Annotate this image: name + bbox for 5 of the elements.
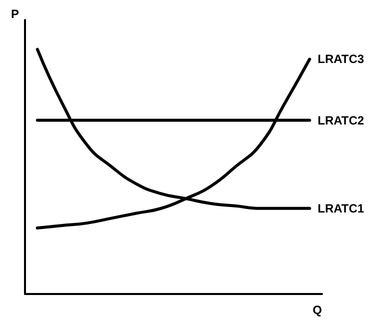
series-label: LRATC2 xyxy=(318,113,364,128)
series-label: LRATC1 xyxy=(318,201,364,216)
y-axis-title: P xyxy=(10,7,20,21)
series-label: LRATC3 xyxy=(318,52,364,66)
x-axis-title: Q xyxy=(312,303,322,317)
